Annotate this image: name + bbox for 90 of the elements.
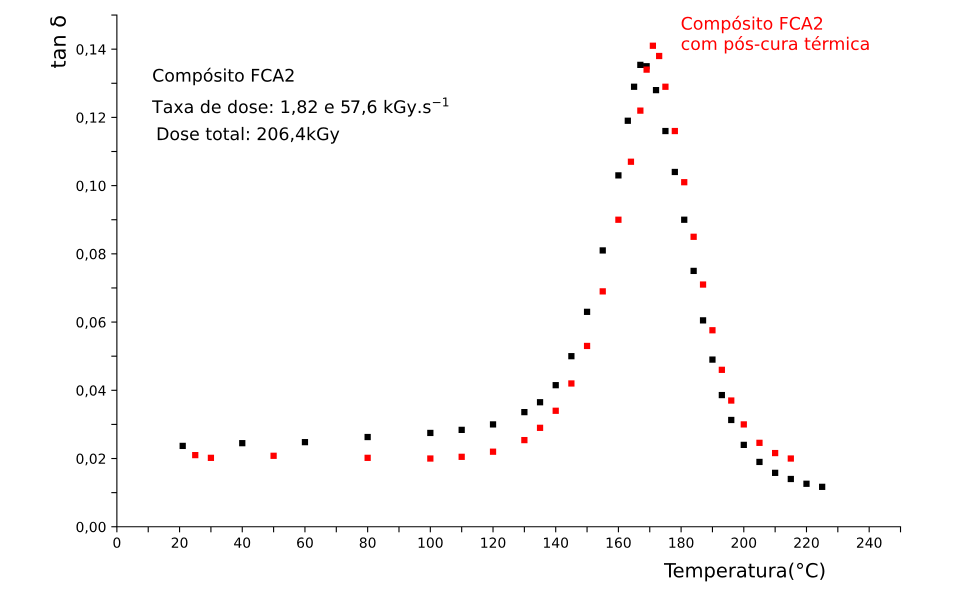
point: [521, 409, 528, 416]
point: [728, 416, 734, 424]
point: [700, 281, 706, 288]
point: [536, 424, 544, 431]
point: [681, 216, 688, 223]
x-tick-label: 220: [794, 537, 819, 548]
x-tick-label: 160: [606, 537, 631, 548]
annotation: Taxa de dose: 1,82 e 57,6 kGy.s$^{−1}$: [152, 98, 448, 117]
x-tick-label: 40: [234, 537, 250, 548]
y-tick-label: 0,08: [76, 248, 106, 261]
point: [740, 442, 747, 448]
point: [672, 168, 678, 176]
x-tick-label: 100: [418, 537, 443, 548]
point: [788, 455, 794, 462]
x-tick-label: 80: [360, 537, 376, 548]
point: [458, 454, 465, 460]
point: [615, 216, 622, 223]
x-tick-label: 240: [856, 537, 882, 548]
point: [568, 380, 575, 387]
point: [239, 440, 246, 446]
point: [427, 455, 434, 462]
y-tick-label: 0,00: [76, 522, 106, 534]
point: [270, 452, 277, 459]
point: [690, 268, 697, 274]
y-tick-label: 0,10: [76, 180, 106, 193]
point: [427, 430, 434, 436]
x-axis-title: Temperatura(°C): [664, 562, 824, 582]
point: [772, 450, 778, 456]
point: [615, 172, 622, 179]
point: [192, 452, 198, 458]
point: [662, 84, 669, 90]
point: [552, 408, 559, 414]
point: [656, 52, 662, 60]
y-axis-title: tan δ: [50, 16, 66, 68]
x-tick-label: 140: [544, 537, 568, 548]
annotation: Compósito FCA2: [153, 68, 294, 86]
point: [772, 470, 778, 476]
point: [364, 434, 371, 440]
point: [490, 421, 496, 428]
point: [756, 440, 763, 446]
point: [637, 107, 644, 114]
point: [788, 476, 794, 482]
x-tick-label: 120: [481, 537, 506, 548]
point: [819, 484, 826, 490]
point: [180, 442, 186, 450]
point: [728, 397, 734, 404]
x-tick-label: 60: [297, 537, 313, 548]
x-tick-label: 20: [172, 537, 188, 548]
point: [521, 436, 528, 444]
x-tick-label: 0: [113, 537, 120, 548]
point: [552, 382, 559, 388]
point: [700, 317, 706, 324]
point: [652, 86, 660, 94]
point: [302, 439, 308, 446]
point: [364, 454, 371, 461]
annotation: Dose total: 206,4kGy: [158, 126, 340, 144]
y-tick-label: 0,14: [76, 44, 106, 56]
point: [709, 356, 716, 363]
y-tick-label: 0,12: [76, 112, 106, 124]
series-label: Compósito FCA2 com pós-cura térmica: [682, 16, 869, 54]
point: [600, 288, 606, 294]
point: [584, 342, 590, 350]
x-tick-label: 180: [669, 537, 694, 548]
y-tick-label: 0,06: [76, 317, 106, 329]
point: [718, 392, 725, 398]
point: [568, 353, 575, 360]
y-tick-label: 0,02: [76, 453, 106, 466]
point: [584, 308, 590, 315]
point: [709, 327, 716, 334]
point: [624, 118, 631, 124]
point: [643, 66, 650, 73]
y-tick-label: 0,04: [76, 385, 106, 398]
point: [536, 399, 544, 406]
point: [681, 179, 688, 186]
point: [740, 421, 747, 428]
point: [803, 480, 810, 487]
x-tick-label: 200: [732, 537, 756, 548]
point: [600, 247, 606, 254]
point: [628, 158, 634, 165]
point: [208, 454, 214, 461]
point: [630, 84, 638, 90]
point: [650, 42, 656, 49]
point: [672, 128, 678, 134]
point: [662, 128, 669, 134]
point: [718, 366, 725, 373]
point: [756, 458, 763, 466]
point: [458, 426, 465, 433]
point: [637, 62, 644, 68]
point: [490, 448, 496, 455]
point: [690, 234, 697, 240]
